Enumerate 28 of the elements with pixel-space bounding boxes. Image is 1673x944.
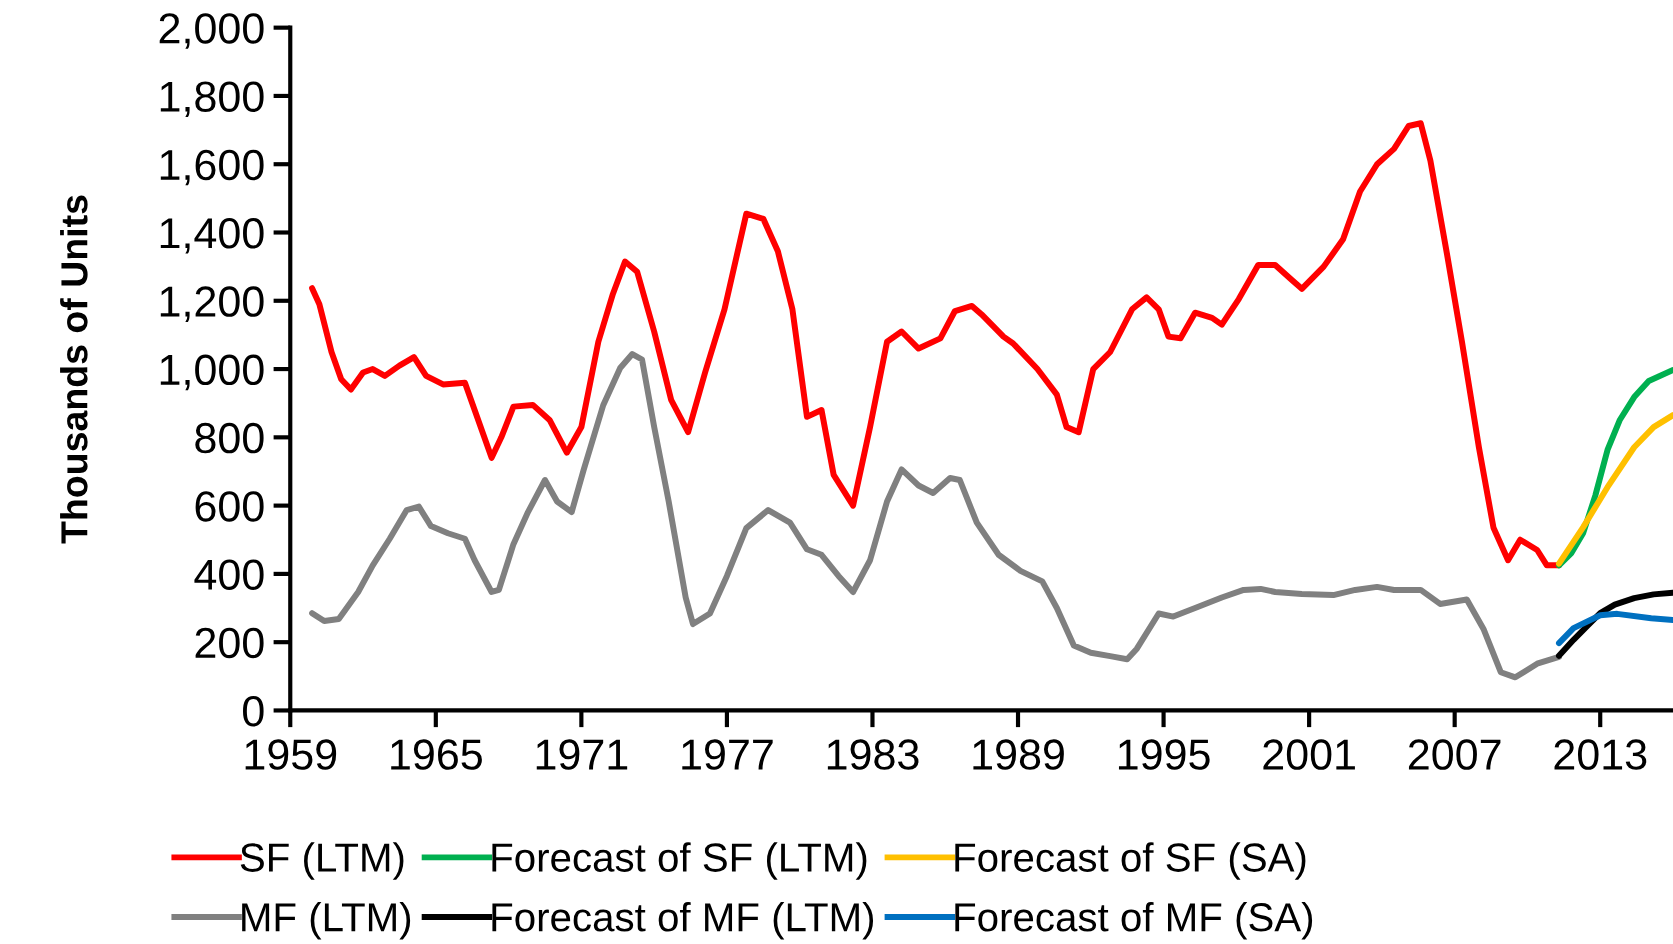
y-tick-label: 600 xyxy=(195,491,264,522)
y-axis-title: Thousands of Units xyxy=(60,195,88,544)
x-tick-label: 1959 xyxy=(245,739,337,770)
y-tick-label: 2,000 xyxy=(159,13,264,49)
legend-label: MF (LTM) xyxy=(242,901,411,940)
y-tick-label: 0 xyxy=(243,695,264,727)
y-tick-label: 1,400 xyxy=(160,218,264,254)
x-tick-label: 2001 xyxy=(1263,739,1355,770)
x-tick-label: 2007 xyxy=(1408,739,1501,770)
y-tick-label: 1,200 xyxy=(160,286,264,322)
x-tick-label: 1989 xyxy=(973,739,1064,770)
y-tick-label: 1,000 xyxy=(160,354,264,391)
y-tick-label: 800 xyxy=(195,422,264,454)
legend-label: Forecast of MF (LTM) xyxy=(492,901,874,940)
x-tick-label: 2013 xyxy=(1554,739,1647,770)
x-tick-label: 1983 xyxy=(827,739,919,770)
x-tick-label: 1965 xyxy=(391,739,482,770)
x-tick-label: 1995 xyxy=(1118,739,1210,770)
legend-label: SF (LTM) xyxy=(240,842,404,880)
legend-label: Forecast of SF (SA) xyxy=(955,842,1306,880)
y-tick-label: 1,800 xyxy=(160,81,264,118)
y-tick-label: 400 xyxy=(194,559,264,590)
legend-label: Forecast of MF (SA) xyxy=(955,901,1313,940)
y-tick-label: 200 xyxy=(195,627,264,659)
x-tick-label: 1977 xyxy=(682,739,773,770)
legend-label: Forecast of SF (LTM) xyxy=(492,842,867,880)
y-tick-label: 1,600 xyxy=(160,149,264,186)
x-tick-label: 1971 xyxy=(536,739,628,770)
